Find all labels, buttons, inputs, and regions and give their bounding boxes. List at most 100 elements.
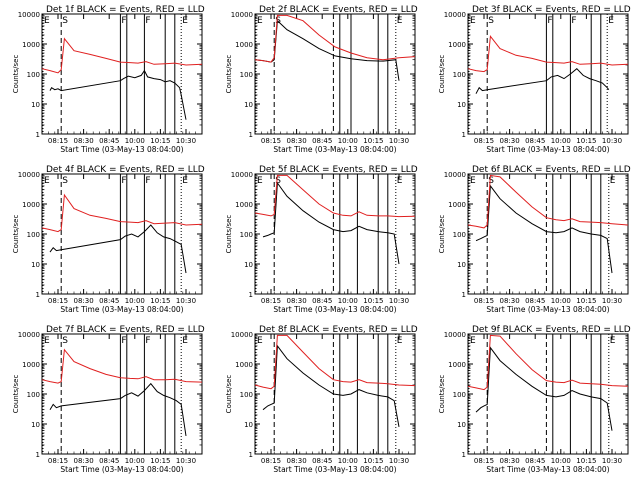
chart-panel: Det 6f BLACK = Events, RED = LLD 1 10 100 10…	[438, 165, 631, 314]
series-line-events	[49, 382, 187, 436]
x-tick-label: 08:15	[48, 297, 68, 305]
series-line-lld	[467, 334, 629, 391]
y-tick-label: 1	[36, 291, 40, 299]
x-tick-label: 08:15	[48, 137, 68, 145]
x-tick-label: 10:30	[389, 137, 409, 145]
y-axis-label: Counts/sec	[438, 55, 446, 94]
x-tick-label: 08:45	[525, 297, 545, 305]
y-axis-label: Counts/sec	[12, 215, 20, 254]
x-tick-label: 08:45	[525, 137, 545, 145]
x-tick-label: 10:15	[363, 457, 383, 465]
y-tick-label: 10	[457, 261, 466, 269]
x-tick-label: 10:15	[363, 137, 383, 145]
chart-panel: Det 1f BLACK = Events, RED = LLD 1 10 100 10…	[12, 5, 205, 154]
x-tick-label: 10:00	[338, 457, 358, 465]
x-tick-label: 10:15	[576, 457, 596, 465]
event-marker-label: E	[397, 336, 403, 346]
series-line-lld	[254, 14, 416, 63]
plot-frame	[467, 173, 629, 295]
x-tick-label: 08:30	[500, 457, 520, 465]
event-marker-label: E	[610, 336, 616, 346]
y-tick-label: 1	[249, 451, 253, 459]
event-marker-label: E	[470, 336, 476, 346]
x-tick-label: 10:30	[389, 297, 409, 305]
x-tick-label: 10:30	[176, 137, 196, 145]
chart-panel: Det 8f BLACK = Events, RED = LLD 1 10 100 10…	[225, 325, 418, 474]
x-tick-label: 08:30	[287, 137, 307, 145]
x-tick-label: 08:45	[312, 457, 332, 465]
y-tick-label: 10	[457, 101, 466, 109]
x-tick-label: 10:15	[576, 137, 596, 145]
chart-title: Det 5f BLACK = Events, RED = LLD	[259, 165, 418, 175]
x-tick-label: 10:30	[602, 297, 622, 305]
x-axis-label: Start Time (03-May-13 08:04:00)	[273, 305, 396, 314]
event-marker-label: E	[470, 16, 476, 26]
chart-panel: Det 2f BLACK = Events, RED = LLD 1 10 100 10…	[225, 5, 418, 154]
y-tick-label: 1	[249, 291, 253, 299]
y-tick-label: 100	[27, 71, 40, 79]
y-tick-label: 10000	[231, 11, 253, 19]
x-axis-label: Start Time (03-May-13 08:04:00)	[486, 145, 609, 154]
series-line-lld	[467, 35, 629, 73]
event-marker-label: S	[488, 16, 494, 26]
series-line-lld	[254, 334, 416, 390]
y-tick-label: 10000	[444, 331, 466, 339]
event-marker-label: E	[257, 176, 263, 186]
y-tick-label: 1000	[448, 41, 466, 49]
x-axis-label: Start Time (03-May-13 08:04:00)	[60, 305, 183, 314]
x-tick-label: 10:30	[176, 457, 196, 465]
y-tick-label: 10	[244, 101, 253, 109]
y-tick-label: 10	[457, 421, 466, 429]
event-marker-label: E	[44, 336, 50, 346]
event-marker-label: E	[257, 336, 263, 346]
event-marker-label: E	[182, 16, 188, 26]
x-tick-label: 10:15	[150, 137, 170, 145]
x-tick-label: 10:15	[150, 457, 170, 465]
event-marker-label: F	[145, 336, 150, 346]
x-tick-label: 08:15	[474, 297, 494, 305]
event-marker-label: S	[62, 16, 68, 26]
y-tick-label: 10000	[18, 11, 40, 19]
y-tick-label: 1	[462, 131, 466, 139]
x-axis-label: Start Time (03-May-13 08:04:00)	[273, 145, 396, 154]
x-tick-label: 10:15	[150, 297, 170, 305]
event-marker-label: S	[62, 176, 68, 186]
x-tick-label: 08:30	[500, 137, 520, 145]
series-line-events	[262, 344, 400, 427]
y-tick-label: 10000	[231, 331, 253, 339]
x-tick-label: 10:15	[363, 297, 383, 305]
y-tick-label: 10000	[444, 171, 466, 179]
x-tick-label: 08:45	[312, 297, 332, 305]
event-marker-label: E	[610, 176, 616, 186]
y-axis-label: Counts/sec	[12, 55, 20, 94]
event-marker-label: S	[275, 176, 281, 186]
event-marker-label: E	[608, 16, 614, 26]
chart-title: Det 8f BLACK = Events, RED = LLD	[259, 325, 418, 335]
event-marker-label: E	[44, 176, 50, 186]
series-line-events	[475, 346, 613, 431]
x-axis-label: Start Time (03-May-13 08:04:00)	[486, 305, 609, 314]
y-tick-label: 1	[36, 451, 40, 459]
y-tick-label: 10	[244, 261, 253, 269]
y-tick-label: 1	[462, 451, 466, 459]
y-tick-label: 1000	[448, 361, 466, 369]
chart-title: Det 1f BLACK = Events, RED = LLD	[46, 5, 205, 15]
y-tick-label: 100	[240, 391, 253, 399]
y-axis-label: Counts/sec	[225, 215, 233, 254]
series-line-lld	[467, 174, 629, 229]
x-tick-label: 08:30	[287, 457, 307, 465]
y-tick-label: 1000	[22, 361, 40, 369]
chart-panel: Det 7f BLACK = Events, RED = LLD 1 10 100 10…	[12, 325, 205, 474]
event-marker-label: F	[571, 16, 576, 26]
y-tick-label: 1000	[448, 201, 466, 209]
chart-title: Det 3f BLACK = Events, RED = LLD	[472, 5, 631, 15]
x-tick-label: 10:00	[551, 457, 571, 465]
chart-title: Det 9f BLACK = Events, RED = LLD	[472, 325, 631, 335]
x-tick-label: 08:15	[474, 457, 494, 465]
event-marker-label: F	[145, 176, 150, 186]
plot-frame	[254, 173, 416, 295]
x-tick-label: 08:45	[525, 457, 545, 465]
y-axis-label: Counts/sec	[225, 375, 233, 414]
series-line-events	[49, 224, 187, 274]
event-marker-label: F	[121, 176, 126, 186]
